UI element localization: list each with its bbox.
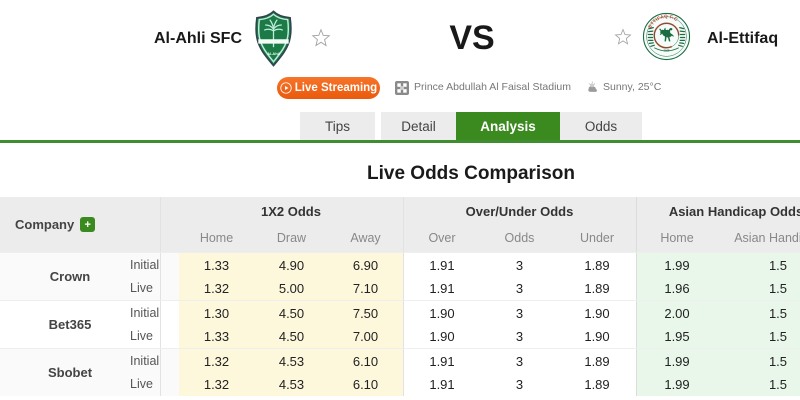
svg-text:Al-Ahli: Al-Ahli bbox=[267, 51, 280, 56]
svg-text:1945: 1945 bbox=[664, 49, 670, 53]
